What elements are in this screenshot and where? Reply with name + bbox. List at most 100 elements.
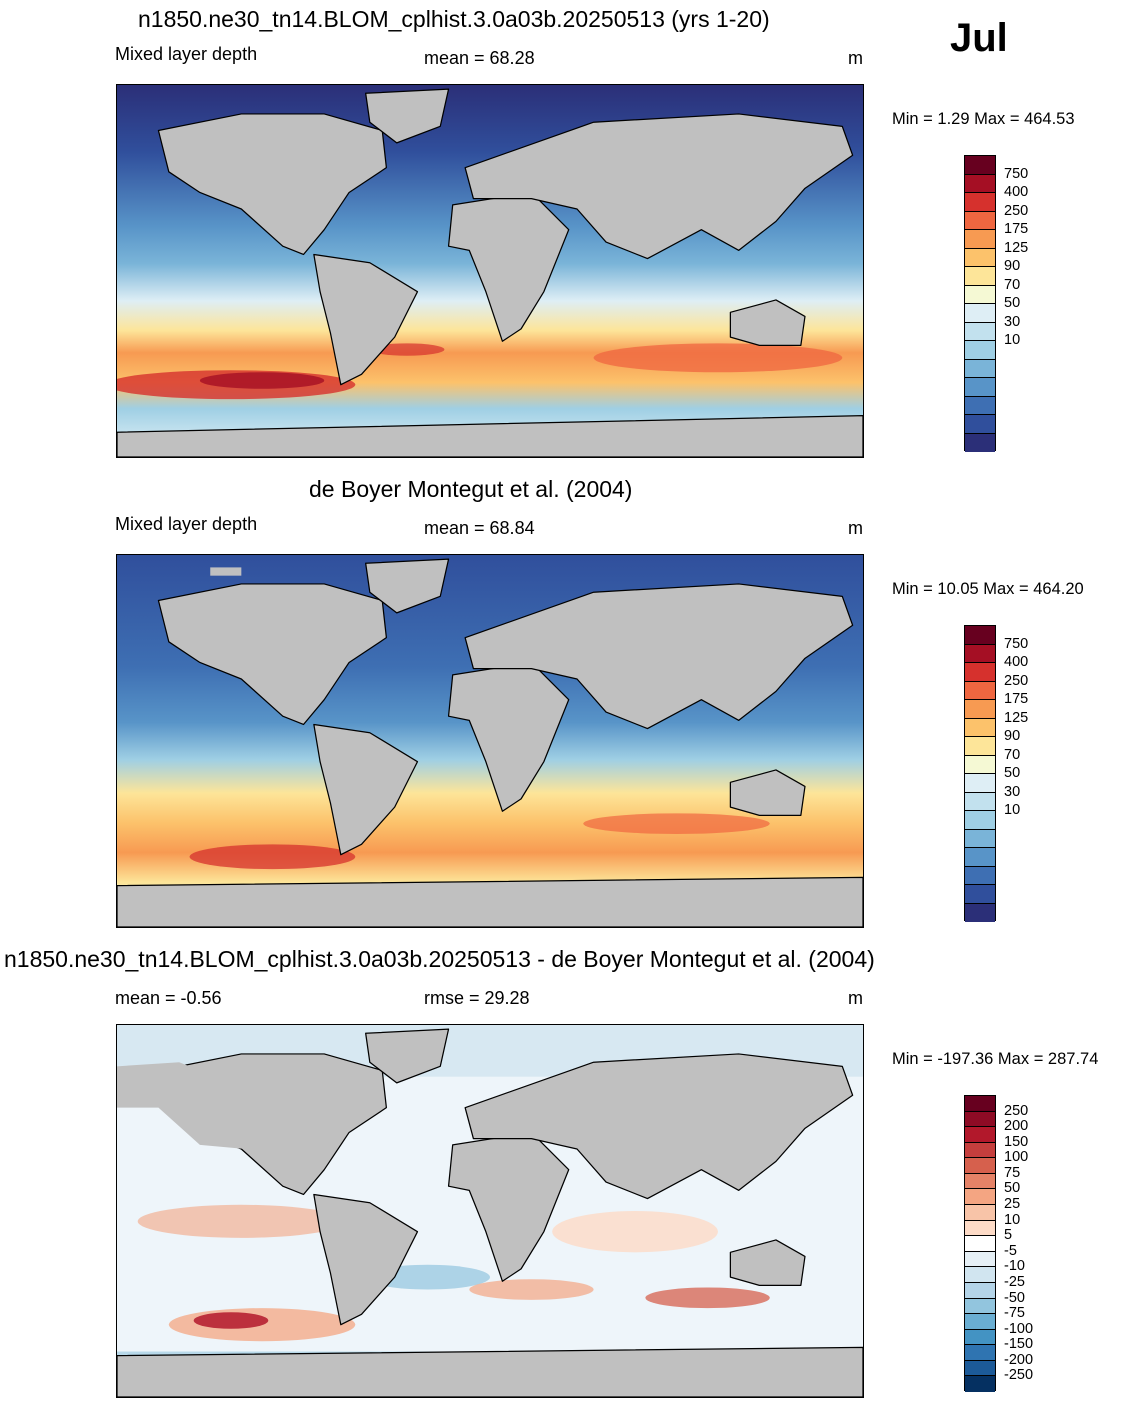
- colorbar-box: [965, 267, 995, 286]
- colorbar-tick-label: 150: [1004, 1133, 1029, 1150]
- colorbar-box: [965, 1314, 995, 1330]
- colorbar-box: [965, 737, 995, 756]
- colorbar-box: [965, 811, 995, 830]
- colorbar-tick-label: -50: [1004, 1289, 1025, 1306]
- colorbar-box: [965, 304, 995, 323]
- colorbar-box: [965, 378, 995, 397]
- colorbar-tick-label: -75: [1004, 1305, 1025, 1322]
- colorbar-box: [965, 1236, 995, 1252]
- colorbar-box: [965, 359, 995, 378]
- colorbar-box: [965, 1158, 995, 1174]
- colorbar-tick-label: -250: [1004, 1367, 1034, 1384]
- colorbar-box: [965, 415, 995, 434]
- colorbar-tick-label: 175: [1004, 221, 1029, 237]
- colorbar-box: [965, 885, 995, 904]
- colorbar-box: [965, 285, 995, 304]
- colorbar-tick-label: -150: [1004, 1336, 1034, 1353]
- colorbar-tick-label: 400: [1004, 184, 1029, 200]
- panel1-map: [116, 84, 864, 458]
- colorbar-tick-label: 250: [1004, 202, 1029, 219]
- panel3-colorbar: [964, 1095, 996, 1392]
- colorbar-box: [965, 774, 995, 793]
- colorbar-box: [965, 1267, 995, 1283]
- colorbar-box: [965, 1096, 995, 1112]
- panel1-variable-label: Mixed layer depth: [115, 44, 258, 64]
- colorbar-box: [965, 1298, 995, 1315]
- colorbar-box: [965, 1282, 995, 1299]
- colorbar-box: [965, 1189, 995, 1206]
- colorbar-box: [965, 341, 995, 360]
- colorbar-box: [965, 322, 995, 341]
- colorbar-box: [965, 230, 995, 249]
- colorbar-box: [965, 1127, 995, 1143]
- colorbar-tick-label: 175: [1004, 691, 1029, 707]
- colorbar-box: [965, 1251, 995, 1268]
- panel1-minmax: Min = 1.29 Max = 464.53: [892, 110, 1075, 128]
- colorbar-box: [965, 1329, 995, 1346]
- colorbar-tick-label: -5: [1004, 1242, 1017, 1259]
- panel2-title: de Boyer Montegut et al. (2004): [309, 476, 633, 502]
- colorbar-box: [965, 718, 995, 737]
- colorbar-tick-label: -100: [1004, 1320, 1034, 1337]
- month-label: Jul: [950, 16, 1008, 60]
- colorbar-tick-label: 125: [1004, 709, 1029, 726]
- panel1-mean-label: mean = 68.28: [424, 48, 535, 68]
- colorbar-box: [965, 174, 995, 193]
- colorbar-box: [965, 903, 995, 922]
- colorbar-tick-label: 90: [1004, 728, 1021, 744]
- colorbar-box: [965, 1111, 995, 1128]
- colorbar-tick-label: 50: [1004, 1180, 1021, 1197]
- colorbar-box: [965, 663, 995, 682]
- panel2-map: [116, 554, 864, 928]
- panel3-units-label: m: [848, 988, 863, 1008]
- colorbar-box: [965, 433, 995, 452]
- colorbar-box: [965, 1360, 995, 1377]
- colorbar-box: [965, 248, 995, 267]
- panel2-mean-label: mean = 68.84: [424, 518, 535, 538]
- colorbar-box: [965, 755, 995, 774]
- colorbar-tick-label: 125: [1004, 239, 1029, 256]
- colorbar-tick-label: 10: [1004, 332, 1021, 348]
- panel2-minmax: Min = 10.05 Max = 464.20: [892, 580, 1084, 598]
- colorbar-box: [965, 866, 995, 885]
- colorbar-box: [965, 1142, 995, 1159]
- panel1-colorbar: [964, 155, 996, 452]
- colorbar-tick-label: 100: [1004, 1149, 1029, 1166]
- panel3-title: n1850.ne30_tn14.BLOM_cplhist.3.0a03b.202…: [4, 946, 875, 972]
- panel1-units-label: m: [848, 48, 863, 68]
- colorbar-tick-label: 5: [1004, 1227, 1013, 1244]
- panel3-minmax: Min = -197.36 Max = 287.74: [892, 1050, 1099, 1068]
- colorbar-box: [965, 1173, 995, 1190]
- colorbar-tick-label: 50: [1004, 765, 1021, 781]
- land-outlines: [117, 88, 863, 457]
- panel1-title: n1850.ne30_tn14.BLOM_cplhist.3.0a03b.202…: [138, 6, 770, 32]
- colorbar-tick-label: 50: [1004, 295, 1021, 311]
- colorbar-box: [965, 1220, 995, 1237]
- panel2-variable-label: Mixed layer depth: [115, 514, 258, 534]
- colorbar-box: [965, 396, 995, 415]
- panel2-units-label: m: [848, 518, 863, 538]
- colorbar-box: [965, 193, 995, 212]
- colorbar-box: [965, 700, 995, 719]
- colorbar-tick-label: 75: [1004, 1164, 1021, 1181]
- colorbar-tick-label: 90: [1004, 258, 1021, 274]
- panel2-colorbar: [964, 625, 996, 922]
- colorbar-tick-label: -25: [1004, 1273, 1025, 1290]
- colorbar-tick-label: 250: [1004, 672, 1029, 689]
- colorbar-box: [965, 1205, 995, 1221]
- colorbar-tick-label: 70: [1004, 276, 1021, 293]
- colorbar-box: [965, 848, 995, 867]
- panel3-map: [116, 1024, 864, 1398]
- colorbar-tick-label: 10: [1004, 1211, 1021, 1228]
- colorbar-box: [965, 829, 995, 848]
- colorbar-tick-label: 30: [1004, 313, 1021, 330]
- colorbar-tick-label: 200: [1004, 1118, 1029, 1135]
- colorbar-box: [965, 792, 995, 811]
- colorbar-box: [965, 1345, 995, 1361]
- colorbar-tick-label: 250: [1004, 1102, 1029, 1119]
- panel3-mean-label: mean = -0.56: [115, 988, 222, 1008]
- colorbar-tick-label: 10: [1004, 802, 1021, 818]
- colorbar-tick-label: 25: [1004, 1196, 1021, 1213]
- colorbar-box: [965, 681, 995, 700]
- colorbar-box: [965, 626, 995, 645]
